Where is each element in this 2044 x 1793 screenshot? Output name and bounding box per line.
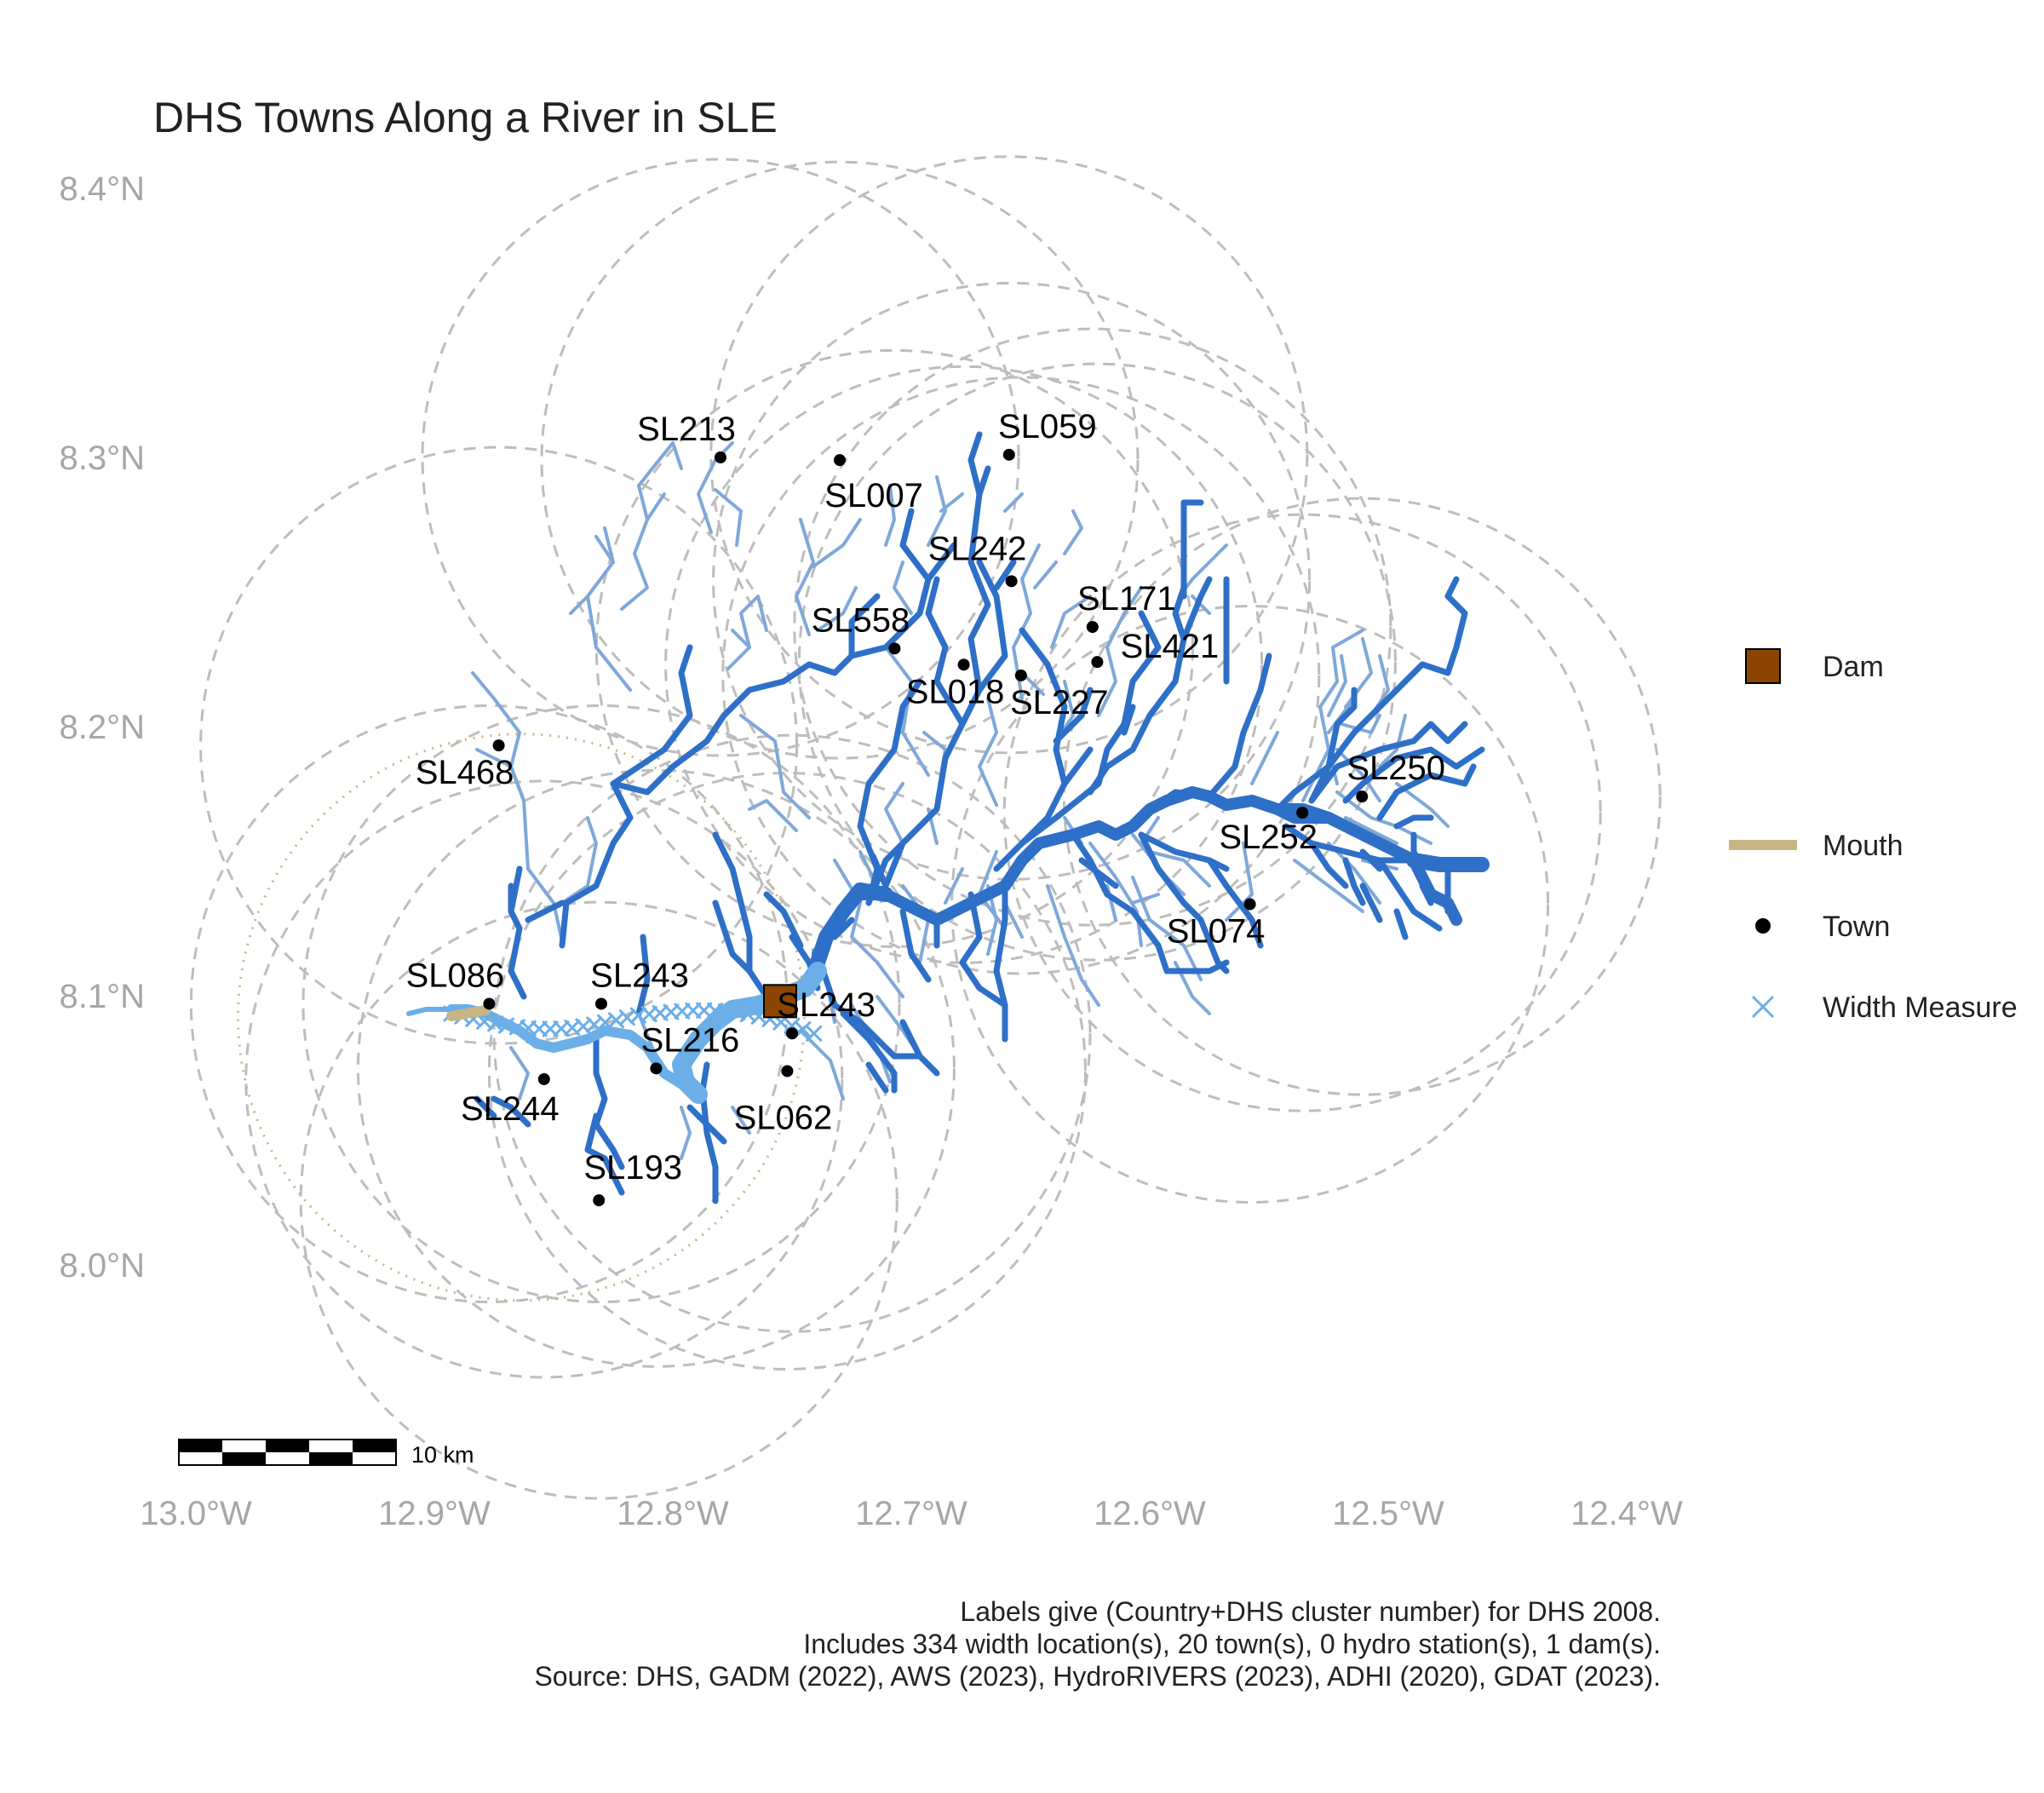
town-dot: [781, 1065, 794, 1078]
dam-marker: [763, 984, 797, 1019]
x-tick-label: 12.4°W: [1570, 1495, 1683, 1532]
legend-width-label: Width Measure: [1823, 991, 2018, 1024]
buffer-circle: [709, 155, 1309, 755]
legend: Dam Mouth Town Width Measure: [1729, 648, 2018, 1024]
caption-line-2: Includes 334 width location(s), 20 town(…: [803, 1629, 1661, 1659]
town-label: SL242: [928, 530, 1027, 567]
x-tick-label: 12.9°W: [378, 1495, 491, 1532]
buffer-circle: [356, 768, 956, 1368]
legend-town-label: Town: [1823, 911, 1890, 943]
x-tick-label: 12.7°W: [855, 1495, 967, 1532]
town-label: SL468: [416, 754, 514, 791]
town-label: SL227: [1010, 684, 1109, 721]
buffer-circle: [1002, 513, 1602, 1112]
buffer-circle: [492, 733, 1092, 1333]
town-label: SL252: [1219, 819, 1318, 856]
x-tick-label: 13.0°W: [140, 1495, 252, 1532]
town-label: SL074: [1167, 913, 1266, 951]
town-dot: [1243, 898, 1256, 911]
town-dot: [1005, 575, 1018, 588]
town-dot: [786, 1027, 798, 1040]
town-label: SL244: [461, 1090, 560, 1128]
town-dot: [1296, 807, 1309, 819]
town-dot: [888, 642, 901, 655]
x-tick-label: 12.5°W: [1332, 1495, 1444, 1532]
y-tick-label: 8.2°N: [60, 709, 146, 746]
town-label: SL243: [777, 986, 876, 1024]
town-label: SL250: [1346, 750, 1445, 787]
town-dot: [595, 997, 607, 1010]
buffer-circle: [301, 704, 901, 1303]
y-tick-label: 8.0°N: [60, 1247, 146, 1284]
width-measure-marker: [795, 1021, 812, 1038]
town-dot: [715, 451, 726, 463]
town-label: SL243: [590, 957, 689, 994]
y-tick-label: 8.1°N: [60, 978, 146, 1015]
town-label: SL086: [406, 957, 505, 994]
y-axis-labels: 8.0°N 8.1°N 8.2°N 8.3°N 8.4°N: [60, 170, 146, 1284]
scale-bar-label: 10 km: [411, 1442, 474, 1468]
river-network: [406, 431, 1490, 1204]
town-dot: [483, 997, 496, 1010]
buffer-circle: [299, 900, 899, 1500]
town-dot: [957, 658, 970, 671]
legend-width-key: [1751, 995, 1775, 1019]
town-dot: [1002, 448, 1015, 461]
town-label: SL558: [812, 601, 910, 639]
caption: Labels give (Country+DHS cluster number)…: [534, 1596, 1661, 1692]
x-tick-label: 12.6°W: [1094, 1495, 1206, 1532]
scale-bar: 10 km: [178, 1439, 474, 1468]
buffer-circle: [421, 158, 1020, 757]
buffer-circle: [199, 445, 799, 1045]
caption-line-1: Labels give (Country+DHS cluster number)…: [960, 1596, 1661, 1627]
y-tick-label: 8.4°N: [60, 170, 146, 208]
town-label: SL193: [583, 1149, 682, 1187]
town-label: SL171: [1077, 580, 1176, 618]
buffer-circle: [244, 779, 844, 1379]
legend-town-key: [1755, 918, 1771, 934]
town-label: SL216: [641, 1021, 740, 1059]
town-dot: [593, 1194, 606, 1207]
buffer-circle: [721, 376, 1321, 975]
town-dot: [492, 739, 505, 752]
town-dot: [1086, 621, 1099, 634]
mouth-buffer-circle: [237, 733, 806, 1302]
town-label: SL007: [824, 477, 923, 514]
town-label: SL421: [1121, 628, 1220, 665]
town-labels: SL213 SL007 SL059 SL242 SL171 SL558 SL421 SL018…: [406, 408, 1445, 1187]
buffer-circle: [540, 160, 1140, 760]
buffer-circle: [1062, 497, 1662, 1096]
town-dot: [537, 1072, 550, 1085]
buffer-circle: [487, 771, 1087, 1371]
map-title: DHS Towns Along a River in SLE: [153, 94, 778, 141]
caption-line-3: Source: DHS, GADM (2022), AWS (2023), Hy…: [534, 1661, 1661, 1692]
town-dot: [650, 1062, 663, 1075]
town-dot: [1091, 656, 1104, 669]
town-dot: [834, 454, 846, 467]
town-label: SL062: [734, 1099, 833, 1136]
buffer-circle: [594, 348, 1194, 948]
width-measure-marker: [806, 1025, 823, 1042]
buffer-circle: [712, 281, 1312, 881]
town-markers: [483, 448, 1369, 1207]
buffer-circle: [797, 362, 1397, 962]
town-label: SL213: [637, 411, 736, 448]
river-mouth-segment: [446, 1005, 491, 1021]
town-label: SL059: [998, 408, 1097, 445]
legend-dam-label: Dam: [1823, 651, 1884, 683]
y-tick-label: 8.3°N: [60, 440, 146, 477]
legend-mouth-label: Mouth: [1823, 830, 1903, 862]
buffer-circle: [950, 605, 1550, 1204]
legend-dam-key: [1745, 648, 1781, 684]
x-axis-labels: 13.0°W 12.9°W 12.8°W 12.7°W 12.6°W 12.5°W 12.4…: [140, 1495, 1683, 1532]
x-tick-label: 12.8°W: [617, 1495, 729, 1532]
town-dot: [1356, 790, 1369, 803]
buffer-circles: [189, 155, 1662, 1500]
town-label: SL018: [906, 673, 1005, 710]
town-dot: [1014, 669, 1027, 681]
